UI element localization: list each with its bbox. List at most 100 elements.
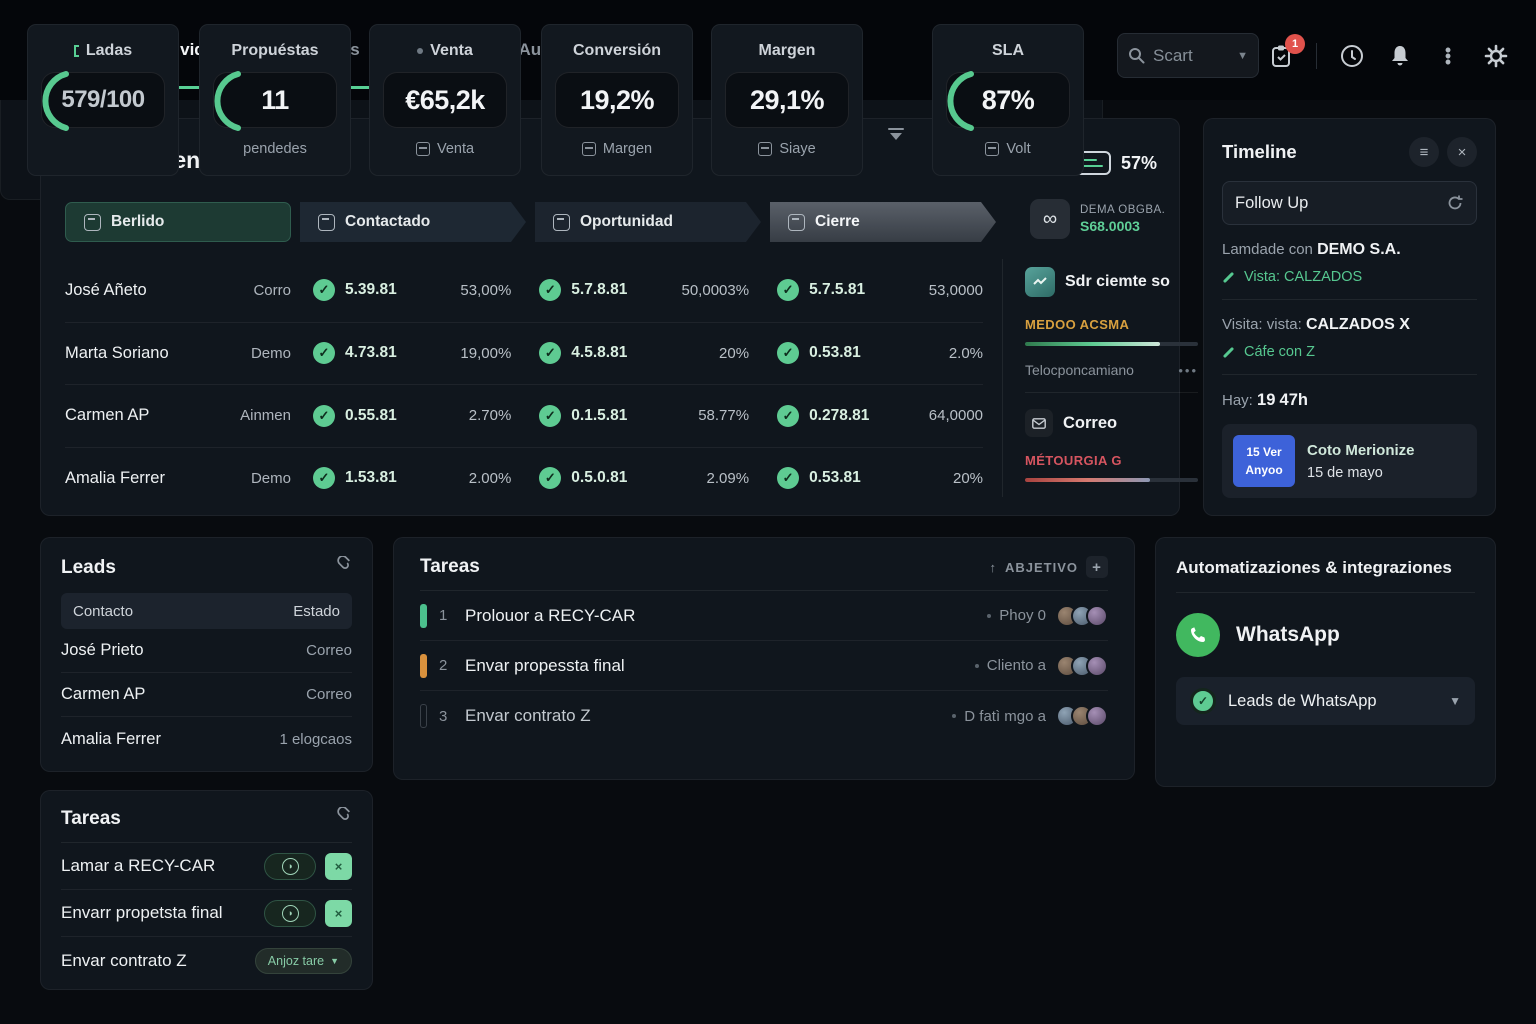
complete-task-button[interactable]: × [325,852,352,880]
kpi-value-pill: 87% [946,71,1070,131]
divider [420,590,1108,591]
stage-oportunidad[interactable]: Oportunidad [535,202,761,242]
task-row[interactable]: Envar contrato Z Anjoz tare ▼ [61,937,352,984]
channel-row[interactable]: Correo [1025,409,1198,437]
stage-percent: 2.0% [948,344,984,362]
stage-cierre[interactable]: Cierre [770,202,996,242]
task-toggle[interactable]: ◑ [264,899,316,927]
ellipsis-icon[interactable]: ••• [1178,362,1198,378]
event-date-button[interactable]: 15 Ver Anyoo [1233,435,1295,487]
deal-name[interactable]: MÉTOURGIA G [1025,453,1122,468]
kpi-card-sla[interactable]: SLA 87% Volt [932,24,1084,176]
stage-berlido[interactable]: Berlido [65,202,291,242]
stage-value: 0.53.81 [809,469,861,487]
task-label: Prolouor a RECY-CAR [465,605,636,625]
check-icon: ✓ [539,404,562,427]
leads-table-header: Contacto Estado [61,593,352,629]
kpi-title: SLA [992,42,1024,59]
table-row[interactable]: Amalia Ferrer Demo ✓ 1.53.81 2.00% ✓ 0.5.0… [65,446,983,510]
task-toggle[interactable]: ◑ [264,852,316,880]
stage-value: 4.5.8.81 [571,344,628,362]
stage-value: 0.1.5.81 [571,406,628,424]
attach-icon[interactable] [334,555,352,579]
entry-sub-label: Cáfe con Z [1244,344,1315,360]
notifications-button[interactable] [1387,43,1413,69]
search-input[interactable] [1153,45,1230,66]
stage-contactado[interactable]: Contactado [300,202,526,242]
chevron-down-icon: ▼ [330,955,339,966]
task-row[interactable]: Envarr propetsta final ◑ × [61,890,352,937]
task-row[interactable]: 2 Envar propessta final Cliento a [420,641,1108,691]
deal-chip[interactable]: ∞ DEMA OBGBA. S68.0003 [1030,199,1165,239]
entry-action[interactable]: Vista: CALZADOS [1222,269,1477,285]
search-scope-chevron-icon[interactable]: ▼ [1237,49,1248,62]
stage-value: 5.7.8.81 [571,281,628,299]
entry-prefix: Visita: vista: [1222,316,1302,333]
task-number: 1 [439,607,448,624]
followup-row[interactable]: Follow Up [1222,181,1477,225]
more-menu-button[interactable]: • • • [1435,41,1461,71]
timeline-menu-button[interactable]: ≡ [1409,137,1439,167]
topbar-actions: 1 • • • [1268,33,1509,79]
kpi-card-leads[interactable]: Ladas 579/100 [27,24,179,176]
kpi-card-margen[interactable]: Margen 29,1% Siaye [711,24,863,176]
kpi-sub-label: Margen [602,141,653,157]
kpi-card-venta[interactable]: Venta €65,2k Venta [369,24,521,176]
progress-arc-icon [42,71,69,131]
dot-icon [952,714,957,718]
deal-progress-bar [1025,342,1198,346]
list-item[interactable]: Amalia Ferrer 1 elogcaos [61,717,352,761]
timeline-entry[interactable]: Lamdade con DEMO S.A. Vista: CALZADOS [1222,241,1477,300]
stage-label: Contactado [345,213,431,230]
integration-action-row[interactable]: ✓ Leads de WhatsApp ▼ [1176,677,1475,725]
kpi-value: 29,1% [749,84,825,115]
pencil-icon [1222,346,1235,358]
stage-percent: 53,0000 [928,281,984,299]
check-icon: ✓ [312,467,335,490]
kpi-card-propuestas[interactable]: Propuéstas 11 pendedes [199,24,351,176]
task-row[interactable]: 3 Envar contrato Z D fatì mgo a [420,691,1108,741]
mail-icon [1025,409,1053,437]
topbar-divider [1316,43,1317,69]
settings-button[interactable] [1483,43,1509,69]
clipboard-button[interactable]: 1 [1268,34,1305,69]
timeline-close-button[interactable]: × [1447,137,1477,167]
deal-name[interactable]: MEDOO ACSMA [1025,317,1130,332]
complete-task-button[interactable]: × [325,899,352,927]
pencil-icon [1222,271,1235,283]
table-row[interactable]: José Añeto Corro ✓ 5.39.81 53,00% ✓ 5.7.8.… [65,259,983,322]
kpi-card-conversion[interactable]: Conversión 19,2% Margen [541,24,693,176]
history-button[interactable] [1339,43,1365,69]
search-box[interactable]: ▼ [1117,33,1259,78]
kpi-sub-label: Venta [436,141,475,157]
integration-row[interactable]: WhatsApp [1176,613,1475,657]
list-item[interactable]: Carmen AP Correo [61,673,352,717]
timeline-event-card[interactable]: 15 Ver Anyoo Coto Merionize 15 de mayo [1222,424,1477,498]
attach-icon[interactable] [334,806,352,830]
timeline-entry[interactable]: Visita: vista: CALZADOS X Cáfe con Z [1222,316,1477,375]
sort-control[interactable]: ↑ ABJETIVO + [989,556,1108,578]
followup-label: Follow Up [1235,193,1309,212]
task-row[interactable]: 1 Prolouor a RECY-CAR Phoy 0 [420,591,1108,641]
divider [61,842,352,843]
entry-name: CALZADOS X [1305,316,1410,333]
list-item[interactable]: José Prieto Correo [61,629,352,673]
task-meta: D fatì mgo a [964,707,1046,725]
entry-action[interactable]: Cáfe con Z [1222,344,1477,360]
add-task-button[interactable]: + [1086,556,1108,578]
table-row[interactable]: Carmen AP Ainmen ✓ 0.55.81 2.70% ✓ 0.1.5.8… [65,384,983,447]
contact-name: Amalia Ferrer [65,468,165,487]
objective-value: 57% [1120,152,1157,173]
collapse-chevron-icon[interactable] [888,128,904,140]
check-icon: ✓ [777,467,800,490]
stage-value: 5.7.5.81 [809,281,866,299]
kpi-title: Venta [430,42,473,59]
event-button-top: 15 Ver [1246,445,1282,459]
event-title: Coto Merionize [1307,441,1415,459]
stage-value: 4.73.81 [344,344,397,362]
client-row[interactable]: Sdr ciemte so [1025,267,1198,297]
assign-task-button[interactable]: Anjoz tare ▼ [254,947,352,974]
task-row[interactable]: Lamar a RECY-CAR ◑ × [61,843,352,890]
stage-tag-icon [788,214,805,231]
table-row[interactable]: Marta Soriano Demo ✓ 4.73.81 19,00% ✓ 4.5.… [65,321,984,385]
